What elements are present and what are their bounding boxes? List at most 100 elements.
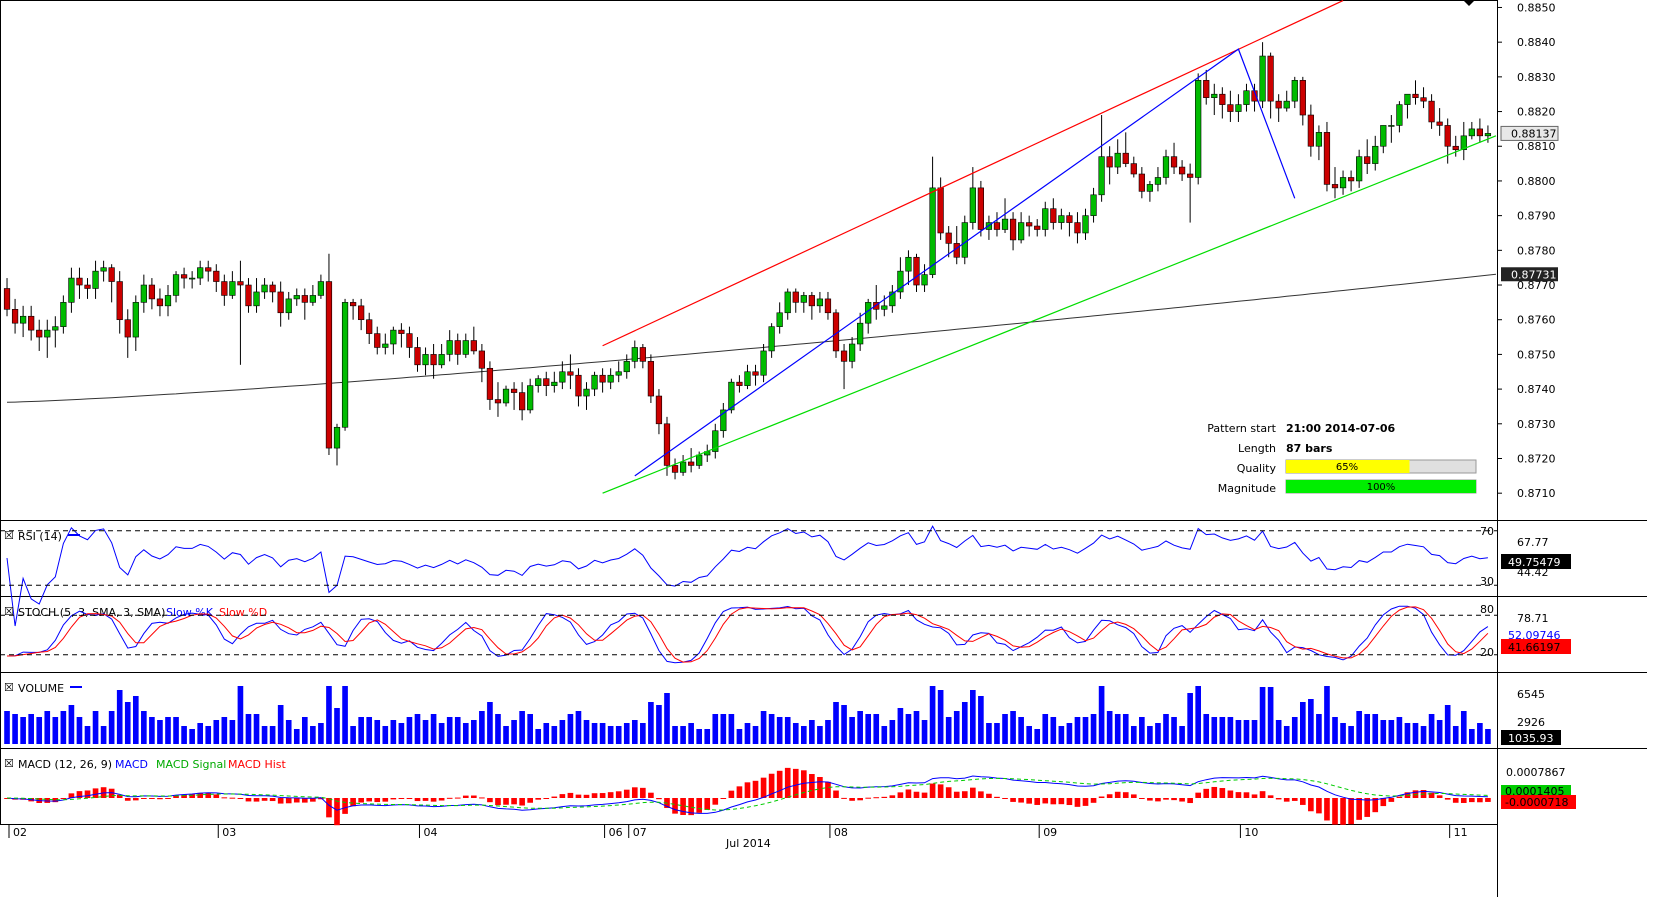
macd-hist-bar [656,798,662,800]
macd-hist-bar [1066,798,1073,806]
candle-body [1420,97,1427,102]
volume-bar [849,717,855,744]
macd-hist-bar [857,798,863,801]
macd-hist-bar [1259,791,1266,798]
macd-hist-bar [817,776,823,798]
volume-bar [1380,720,1387,744]
candle [1243,83,1250,112]
candle-body [816,298,824,307]
candle-body [430,354,437,366]
volume-bar [1332,717,1338,744]
volume-bar [664,693,670,744]
candle-body [237,281,244,286]
volume-bar [953,711,960,744]
volume-bar [1042,714,1049,744]
candle [848,337,856,369]
volume-bar [1308,699,1314,744]
macd-hist-bar [527,798,533,803]
volume-bar [881,726,888,744]
candle [3,278,11,317]
macd-hist-bar [1042,798,1049,804]
candle-body [36,329,43,338]
volume-bar [583,720,590,744]
candle-body [374,333,381,348]
candle-body [1339,177,1347,189]
macd-hist-bar [1227,790,1234,798]
macd-hist-bar [1267,795,1274,798]
macd-hist-bar [301,798,308,803]
volume-bar [800,726,807,744]
macd-hist-bar [519,798,525,806]
candle [76,267,83,299]
macd-hist-bar [1018,798,1024,803]
macd-hist-bar [776,770,783,798]
candle [840,344,848,390]
volume-bar [599,723,606,744]
candle-body [1058,215,1065,223]
candle-body [1476,128,1483,137]
candle-body [1138,173,1145,192]
stoch-level-80: 80 [1480,603,1494,616]
candle [1396,101,1403,133]
candle-body [269,284,276,293]
scroll-marker-icon [1463,0,1475,6]
pattern-length-value: 87 bars [1286,442,1333,455]
candle-body [510,388,518,393]
volume-bar [1316,714,1322,744]
candle [28,305,35,341]
candle [1154,167,1162,192]
current-price-box [1500,125,1559,141]
candle [1170,142,1178,174]
candle-body [1291,80,1298,102]
rsi-level-30: 30 [1480,575,1494,588]
macd-hist-bar [1130,794,1137,798]
stoch-close-icon[interactable]: ☒ [4,605,14,618]
volume-bar [1275,720,1282,744]
candle-body [52,326,59,331]
price-axis: 0.8850 0.8840 0.8830 0.8820 0.8810 0.8800 0.87… [1463,0,1559,500]
candle [688,448,695,473]
volume-bar [623,723,630,744]
candle-body [857,322,864,345]
candle-body [599,374,606,383]
macd-hist-bar [310,798,316,802]
candle [873,285,880,320]
candle-body [1018,222,1025,241]
candle-body [921,274,928,286]
volume-bar [1147,726,1153,744]
candle-body [1364,156,1371,164]
candle [663,416,671,476]
candle-body [519,392,526,411]
volume-bar [1219,717,1226,744]
candle [905,250,912,286]
candle [1444,118,1451,164]
candle-body [1283,100,1290,109]
stoch-panel: ☒ STOCH (5, 3, SMA, 3, SMA) Slow %K Slow… [0,603,1571,664]
volume-close-icon[interactable]: ☒ [4,681,14,694]
volume-bar [326,686,332,744]
candle-body [607,374,614,383]
candle-body [28,315,35,331]
candle-body [744,371,751,386]
macd-hist-bar [1477,798,1483,803]
candle [824,291,832,320]
macd-hist-bar [945,787,952,798]
candle [1331,167,1339,199]
rsi-close-icon[interactable]: ☒ [4,529,14,542]
volume-bar [1211,717,1218,744]
macd-hist-bar [430,798,437,802]
pattern-info-box: Pattern start 21:00 2014-07-06 Length 87… [1207,422,1477,495]
macd-hist-bar [752,780,759,798]
volume-bar [358,717,364,744]
macd-hist-bar [1179,798,1185,802]
candle-body [1380,125,1387,147]
macd-hist-bar [961,791,968,798]
candle [414,337,421,372]
macd-close-icon[interactable]: ☒ [4,757,14,770]
macd-hist-bar [1026,798,1032,804]
candle-body [341,302,349,428]
volume-bar [1477,723,1483,744]
macd-hist-bar [1380,798,1387,807]
macd-signal-label: MACD Signal [156,758,226,771]
candle [1001,198,1009,233]
